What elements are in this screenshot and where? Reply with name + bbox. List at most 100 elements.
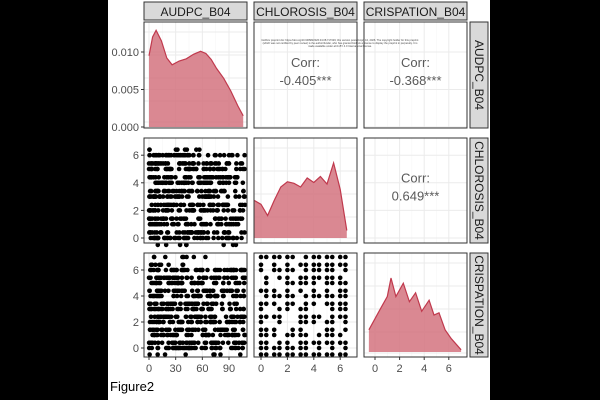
scatter-point <box>216 202 222 208</box>
scatter-point <box>165 161 171 166</box>
scatter-point <box>207 166 213 172</box>
scatter-point <box>290 345 295 351</box>
scatter-point <box>263 352 269 357</box>
scatter-point <box>290 332 295 338</box>
scatter-point <box>324 254 330 260</box>
scatter-point <box>168 202 174 208</box>
scatter-point <box>229 288 235 294</box>
density-line <box>368 277 462 351</box>
scatter-point <box>324 319 330 325</box>
scatter-point <box>233 306 239 312</box>
scatter-point <box>311 280 317 286</box>
scatter-point <box>201 161 206 166</box>
scatter-point <box>203 288 209 294</box>
scatter-point <box>162 314 167 320</box>
scatter-point <box>147 152 152 158</box>
scatter-point <box>263 301 269 307</box>
scatter-point <box>155 216 161 221</box>
scatter-point <box>203 254 208 260</box>
scatter-point <box>166 340 171 346</box>
density-line <box>254 160 348 231</box>
scatter-point <box>164 180 169 186</box>
scatter-point <box>232 332 237 338</box>
scatter-point <box>235 332 241 338</box>
scatter-point <box>207 174 212 180</box>
scatter-point <box>213 267 219 273</box>
scatter-point <box>234 340 239 346</box>
panel-CHLOROSIS_B04-vs-CHLOROSIS_B04 <box>253 137 358 244</box>
scatter-point <box>201 202 206 208</box>
scatter-point <box>285 345 290 351</box>
scatter-point <box>209 275 214 281</box>
scatter-point <box>298 345 303 351</box>
panel-border <box>363 21 468 129</box>
scatter-point <box>285 306 290 312</box>
scatter-point <box>173 327 178 333</box>
scatter-point <box>285 275 290 281</box>
scatter-point <box>216 235 221 241</box>
scatter-point <box>303 254 309 260</box>
scatter-point <box>324 262 330 268</box>
panel-border <box>253 21 358 129</box>
scatter-point <box>231 275 237 281</box>
scatter-point <box>201 301 206 307</box>
scatter-point <box>147 188 153 194</box>
scatter-point <box>178 345 183 351</box>
scatter-point <box>226 332 232 338</box>
scatter-point <box>271 314 277 320</box>
scatter-point <box>219 235 225 241</box>
y-tick-label: 0 <box>133 233 139 245</box>
scatter-point <box>226 230 232 235</box>
y-tick-label: 6 <box>133 150 139 162</box>
strip-label-top: CRISPATION_B04 <box>366 5 466 19</box>
scatter-point <box>224 267 230 273</box>
scatter-point <box>220 180 226 186</box>
scatter-point <box>225 194 231 199</box>
scatter-point <box>218 332 223 338</box>
scatter-point <box>329 345 335 351</box>
scatter-point <box>180 254 185 260</box>
y-tick-label: 4 <box>133 178 139 190</box>
scatter-point <box>182 288 187 294</box>
x-tick-label: 2 <box>284 363 290 375</box>
scatter-point <box>303 340 309 346</box>
scatter-point <box>233 242 239 248</box>
x-tick-label: 6 <box>337 363 343 375</box>
panel-border <box>253 137 358 244</box>
scatter-point <box>155 340 161 346</box>
scatter-point <box>233 216 239 221</box>
scatter-point <box>154 319 159 325</box>
scatter-point <box>337 340 343 346</box>
scatter-point <box>343 352 348 357</box>
scatter-point <box>166 188 172 194</box>
scatter-point <box>147 288 152 294</box>
scatter-point <box>242 166 247 172</box>
scatter-point <box>324 267 330 273</box>
scatter-point <box>263 288 269 294</box>
scatter-point <box>188 230 194 235</box>
x-tick-label: 60 <box>196 363 208 375</box>
scatter-point <box>337 332 343 338</box>
scatter-point <box>175 147 180 152</box>
scatter-point <box>237 306 243 312</box>
scatter-point <box>316 340 322 346</box>
scatter-point <box>185 319 191 325</box>
scatter-point <box>152 235 158 241</box>
scatter-point <box>316 254 322 260</box>
scatter-point <box>147 306 152 312</box>
scatter-point <box>337 254 343 260</box>
scatter-point <box>152 202 158 208</box>
scatter-point <box>201 174 207 180</box>
scatter-point <box>224 202 230 208</box>
scatter-point <box>187 340 192 346</box>
strip-label-right: AUDPC_B04 <box>472 40 486 110</box>
scatter-point <box>177 230 182 235</box>
scatter-point <box>234 235 240 241</box>
scatter-point <box>181 202 187 208</box>
scatter-point <box>213 188 219 194</box>
scatter-point <box>189 188 195 194</box>
scatter-point <box>237 319 243 325</box>
scatter-point <box>233 267 239 273</box>
scatter-point <box>201 166 206 172</box>
scatter-point <box>329 267 335 273</box>
